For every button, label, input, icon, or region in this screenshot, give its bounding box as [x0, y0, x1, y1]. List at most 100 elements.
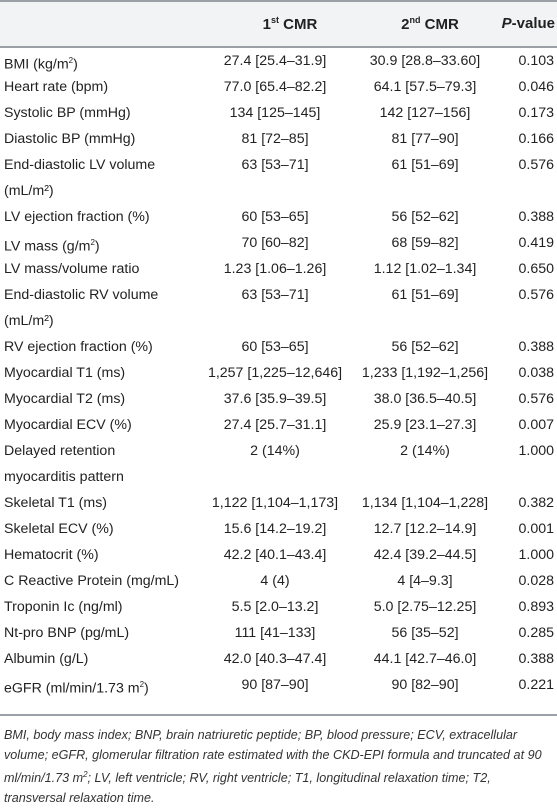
p-value: 0.221 — [518, 677, 554, 693]
table-row: Albumin (g/L) 42.0 [40.3–47.4] 44.1 [42.7–… — [0, 646, 557, 672]
row-label: (mL/m²) — [4, 183, 54, 199]
first-cmr-value: 27.4 [25.4–31.9] — [223, 53, 327, 69]
table-row: LV ejection fraction (%) 60 [53–65] 56 [52… — [0, 204, 557, 230]
first-cmr-value: 60 [53–65] — [241, 209, 309, 225]
second-cmr-value: 30.9 [28.8–33.60] — [369, 53, 481, 69]
p-value: 0.103 — [518, 53, 554, 69]
table-row: C Reactive Protein (mg/mL) 4 (4) 4 [4–9.3]… — [0, 568, 557, 594]
p-value: 0.028 — [518, 573, 554, 589]
header-p-value: P-value — [501, 15, 555, 32]
row-label: LV ejection fraction (%) — [4, 209, 150, 225]
row-label: C Reactive Protein (mg/mL) — [4, 573, 180, 589]
second-cmr-value: 142 [127–156] — [379, 105, 471, 121]
row-label: BMI (kg/m2) — [4, 56, 78, 73]
row-label: LV mass (g/m2) — [4, 238, 100, 255]
second-cmr-value: 90 [82–90] — [391, 677, 459, 693]
second-cmr-value: 2 (14%) — [400, 443, 450, 459]
row-label: Heart rate (bpm) — [4, 79, 109, 95]
table-row: Myocardial T1 (ms) 1,257 [1,225–12,646] 1,… — [0, 360, 557, 386]
second-cmr-value: 61 [51–69] — [391, 287, 459, 303]
table-row: Hematocrit (%) 42.2 [40.1–43.4] 42.4 [39.2… — [0, 542, 557, 568]
first-cmr-value: 15.6 [14.2–19.2] — [223, 521, 327, 537]
header-second-cmr: 2nd CMR — [401, 15, 459, 33]
row-label: Skeletal T1 (ms) — [4, 495, 108, 511]
table-header: 1st CMR 2nd CMR P-value — [0, 0, 557, 48]
p-value: 0.576 — [518, 287, 554, 303]
second-cmr-value: 4 [4–9.3] — [397, 573, 453, 589]
table-row: Delayed retention 2 (14%) 2 (14%) 1.000 — [0, 438, 557, 464]
first-cmr-value: 1.23 [1.06–1.26] — [223, 261, 327, 277]
p-value: 0.038 — [518, 365, 554, 381]
table-row: BMI (kg/m2) 27.4 [25.4–31.9] 30.9 [28.8–33… — [0, 48, 557, 74]
p-value: 0.388 — [518, 209, 554, 225]
p-value: 0.166 — [518, 131, 554, 147]
row-label: Myocardial T2 (ms) — [4, 391, 126, 407]
row-label: RV ejection fraction (%) — [4, 339, 153, 355]
row-label: End-diastolic LV volume — [4, 157, 156, 173]
p-value: 0.007 — [518, 417, 554, 433]
row-label: LV mass/volume ratio — [4, 261, 140, 277]
p-value: 0.388 — [518, 651, 554, 667]
row-label: (mL/m²) — [4, 313, 54, 329]
first-cmr-value: 90 [87–90] — [241, 677, 309, 693]
first-cmr-value: 63 [53–71] — [241, 287, 309, 303]
row-label: Systolic BP (mmHg) — [4, 105, 131, 121]
table-row: (mL/m²) — [0, 308, 557, 334]
first-cmr-value: 37.6 [35.9–39.5] — [223, 391, 327, 407]
row-label: End-diastolic RV volume — [4, 287, 159, 303]
table-row: End-diastolic RV volume 63 [53–71] 61 [51–… — [0, 282, 557, 308]
first-cmr-value: 111 [41–133] — [234, 625, 316, 641]
second-cmr-value: 5.0 [2.75–12.25] — [373, 599, 477, 615]
p-value: 0.419 — [518, 235, 554, 251]
p-value: 0.285 — [518, 625, 554, 641]
first-cmr-value: 77.0 [65.4–82.2] — [223, 79, 327, 95]
second-cmr-value: 68 [59–82] — [391, 235, 459, 251]
table-body: BMI (kg/m2) 27.4 [25.4–31.9] 30.9 [28.8–33… — [0, 48, 557, 698]
first-cmr-value: 42.2 [40.1–43.4] — [223, 547, 327, 563]
table-row: RV ejection fraction (%) 60 [53–65] 56 [52… — [0, 334, 557, 360]
second-cmr-value: 1,233 [1,192–1,256] — [361, 365, 489, 381]
table-row: End-diastolic LV volume 63 [53–71] 61 [51–… — [0, 152, 557, 178]
table-row: myocarditis pattern — [0, 464, 557, 490]
second-cmr-value: 61 [51–69] — [391, 157, 459, 173]
first-cmr-value: 5.5 [2.0–13.2] — [231, 599, 319, 615]
row-label: Nt-pro BNP (pg/mL) — [4, 625, 130, 641]
row-label: myocarditis pattern — [4, 469, 124, 485]
table-row: Diastolic BP (mmHg) 81 [72–85] 81 [77–90] 0… — [0, 126, 557, 152]
p-value: 0.173 — [518, 105, 554, 121]
p-value: 0.382 — [518, 495, 554, 511]
p-value: 0.576 — [518, 157, 554, 173]
second-cmr-value: 1,134 [1,104–1,228] — [361, 495, 489, 511]
p-value: 0.046 — [518, 79, 554, 95]
p-value: 0.001 — [518, 521, 554, 537]
table-row: Skeletal T1 (ms) 1,122 [1,104–1,173] 1,134… — [0, 490, 557, 516]
second-cmr-value: 44.1 [42.7–46.0] — [373, 651, 477, 667]
table-row: (mL/m²) — [0, 178, 557, 204]
table-row: eGFR (ml/min/1.73 m2) 90 [87–90] 90 [82–90… — [0, 672, 557, 698]
first-cmr-value: 1,257 [1,225–12,646] — [207, 365, 343, 381]
table-bottom-rule — [0, 714, 557, 716]
first-cmr-value: 4 (4) — [260, 573, 290, 589]
row-label: Myocardial ECV (%) — [4, 417, 132, 433]
second-cmr-value: 42.4 [39.2–44.5] — [373, 547, 477, 563]
table-row: Myocardial ECV (%) 27.4 [25.7–31.1] 25.9 [… — [0, 412, 557, 438]
row-label: Skeletal ECV (%) — [4, 521, 114, 537]
second-cmr-value: 56 [52–62] — [391, 209, 459, 225]
first-cmr-value: 42.0 [40.3–47.4] — [223, 651, 327, 667]
first-cmr-value: 70 [60–82] — [241, 235, 309, 251]
first-cmr-value: 1,122 [1,104–1,173] — [211, 495, 339, 511]
row-label: Hematocrit (%) — [4, 547, 99, 563]
table-row: LV mass (g/m2) 70 [60–82] 68 [59–82] 0.419 — [0, 230, 557, 256]
second-cmr-value: 12.7 [12.2–14.9] — [373, 521, 477, 537]
table-row: Myocardial T2 (ms) 37.6 [35.9–39.5] 38.0 [… — [0, 386, 557, 412]
table-row: Nt-pro BNP (pg/mL) 111 [41–133] 56 [35–52]… — [0, 620, 557, 646]
row-label: eGFR (ml/min/1.73 m2) — [4, 680, 149, 697]
row-label: Delayed retention — [4, 443, 116, 459]
row-label: Diastolic BP (mmHg) — [4, 131, 136, 147]
row-label: Albumin (g/L) — [4, 651, 89, 667]
second-cmr-value: 38.0 [36.5–40.5] — [373, 391, 477, 407]
second-cmr-value: 64.1 [57.5–79.3] — [373, 79, 477, 95]
row-label: Myocardial T1 (ms) — [4, 365, 126, 381]
second-cmr-value: 56 [35–52] — [391, 625, 459, 641]
